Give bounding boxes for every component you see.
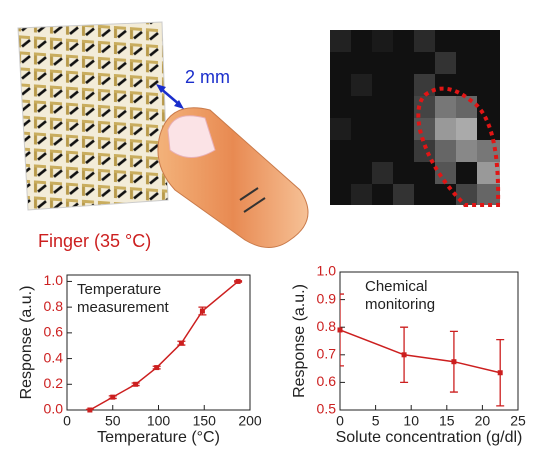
figure: 2 mm Finger (35 °C) 0501001502000.00.20.… xyxy=(0,0,547,460)
y-tick-label: 0.4 xyxy=(44,349,64,365)
point xyxy=(87,408,92,413)
y-tick-label: 0.0 xyxy=(44,401,64,417)
x-tick-label: 0 xyxy=(63,413,71,429)
sensor-array xyxy=(18,22,168,210)
point xyxy=(451,359,456,364)
y-tick-label: 1.0 xyxy=(44,272,64,288)
x-axis-label: Solute concentration (g/dl) xyxy=(336,429,523,446)
series-line xyxy=(340,330,500,373)
finger-label: Finger (35 °C) xyxy=(38,231,151,251)
x-tick-label: 100 xyxy=(147,413,171,429)
point xyxy=(200,309,205,314)
scale-label: 2 mm xyxy=(185,67,230,87)
y-tick-label: 0.6 xyxy=(317,373,337,389)
point xyxy=(133,382,138,387)
x-tick-label: 10 xyxy=(403,413,419,429)
x-tick-label: 0 xyxy=(336,413,344,429)
finger xyxy=(158,108,308,248)
y-tick-label: 1.0 xyxy=(317,263,337,279)
y-axis-label: Response (a.u.) xyxy=(291,284,308,398)
point xyxy=(236,279,241,284)
point xyxy=(154,365,159,370)
x-tick-label: 25 xyxy=(510,413,526,429)
annotation: Temperature xyxy=(77,281,161,298)
response-map xyxy=(330,30,500,205)
annotation: Chemical xyxy=(365,278,428,295)
point xyxy=(338,327,343,332)
y-tick-label: 0.9 xyxy=(317,290,337,306)
y-axis-label: Response (a.u.) xyxy=(18,286,35,400)
point xyxy=(110,395,115,400)
x-tick-label: 200 xyxy=(238,413,262,429)
y-tick-label: 0.2 xyxy=(44,375,64,391)
x-axis-label: Temperature (°C) xyxy=(97,429,220,446)
point xyxy=(402,352,407,357)
x-tick-label: 15 xyxy=(439,413,455,429)
x-tick-label: 150 xyxy=(193,413,217,429)
y-tick-label: 0.8 xyxy=(317,318,337,334)
annotation: measurement xyxy=(77,299,170,316)
annotation: monitoring xyxy=(365,296,435,313)
y-tick-label: 0.7 xyxy=(317,346,337,362)
y-tick-label: 0.8 xyxy=(44,298,64,314)
point xyxy=(179,341,184,346)
y-tick-label: 0.5 xyxy=(317,401,337,417)
point xyxy=(498,370,503,375)
x-tick-label: 50 xyxy=(105,413,121,429)
x-tick-label: 5 xyxy=(372,413,380,429)
x-tick-label: 20 xyxy=(475,413,491,429)
y-tick-label: 0.6 xyxy=(44,324,64,340)
